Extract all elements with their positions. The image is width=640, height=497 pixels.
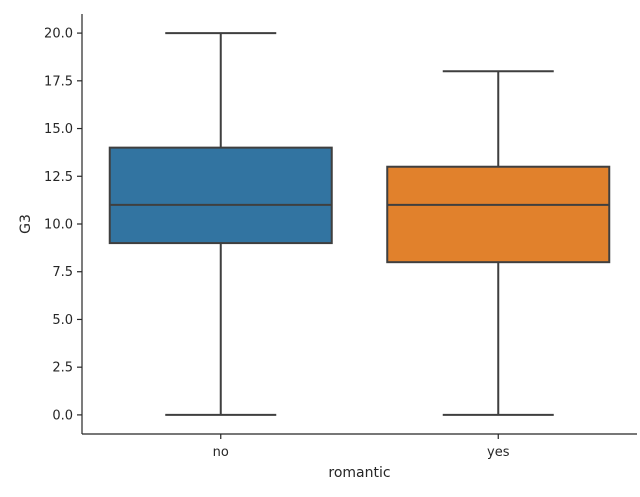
iqr-box xyxy=(108,146,333,245)
x-axis-ticks: no yes xyxy=(213,434,510,460)
box-no xyxy=(108,32,333,416)
y-axis-title: G3 xyxy=(18,214,34,234)
y-tick-label: 0.0 xyxy=(52,408,73,423)
y-tick-label: 15.0 xyxy=(44,122,73,137)
y-tick-label: 10.0 xyxy=(44,218,73,233)
y-tick-label: 17.5 xyxy=(44,74,73,89)
y-axis-ticks: 0.0 2.5 5.0 7.5 10.0 12.5 15.0 17.5 20.0 xyxy=(44,27,82,423)
y-tick-label: 20.0 xyxy=(44,27,73,42)
y-tick-label: 5.0 xyxy=(52,313,73,328)
x-axis-title: romantic xyxy=(328,465,390,481)
iqr-box xyxy=(386,165,611,264)
y-tick-label: 2.5 xyxy=(52,361,73,376)
box-yes xyxy=(386,70,611,416)
y-tick-label: 7.5 xyxy=(52,265,73,280)
x-tick-label: yes xyxy=(487,445,510,460)
y-tick-label: 12.5 xyxy=(44,170,73,185)
boxes xyxy=(108,32,611,416)
x-tick-label: no xyxy=(213,445,229,460)
